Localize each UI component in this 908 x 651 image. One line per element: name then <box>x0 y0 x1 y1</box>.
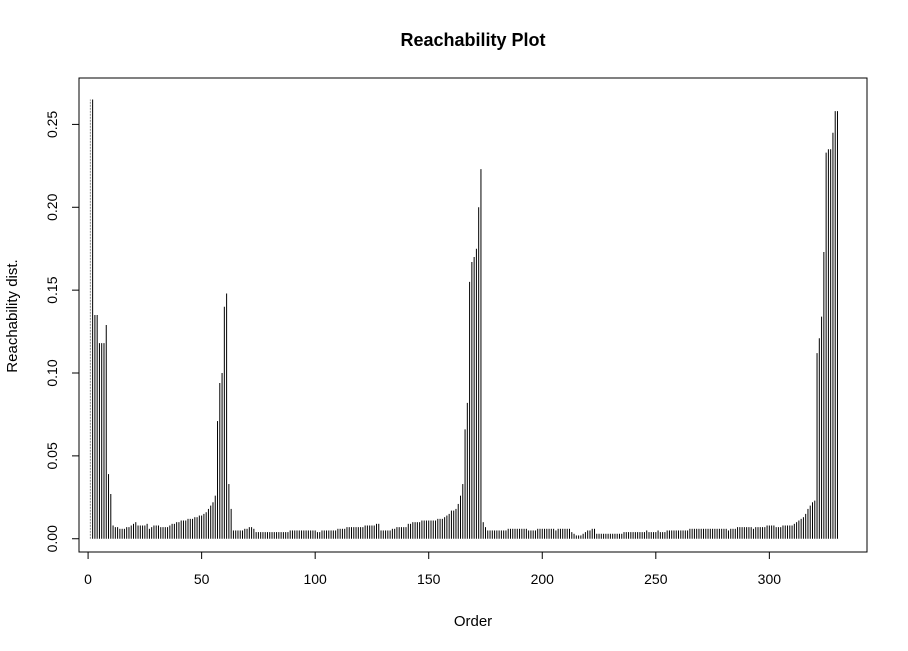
x-tick-label: 250 <box>644 571 668 587</box>
y-axis: 0.00 0.05 0.10 0.15 0.20 0.25 <box>44 111 80 552</box>
y-tick-label: 0.05 <box>44 442 60 469</box>
x-tick-label: 300 <box>758 571 782 587</box>
x-tick-label: 200 <box>531 571 555 587</box>
chart-title: Reachability Plot <box>400 30 545 50</box>
y-tick-label: 0.25 <box>44 111 60 138</box>
y-axis-label: Reachability dist. <box>4 259 21 372</box>
y-tick-label: 0.00 <box>44 525 60 552</box>
plot-frame <box>78 77 868 553</box>
x-tick-label: 150 <box>417 571 441 587</box>
bar-series <box>89 99 838 539</box>
y-tick-label: 0.20 <box>44 193 60 220</box>
y-tick-label: 0.10 <box>44 359 60 386</box>
x-axis-label: Order <box>454 613 492 630</box>
x-tick-label: 50 <box>194 571 210 587</box>
x-axis: 0 50 100 150 200 250 300 <box>84 551 782 587</box>
y-tick-label: 0.15 <box>44 276 60 303</box>
x-tick-label: 100 <box>303 571 327 587</box>
x-tick-label: 0 <box>84 571 92 587</box>
